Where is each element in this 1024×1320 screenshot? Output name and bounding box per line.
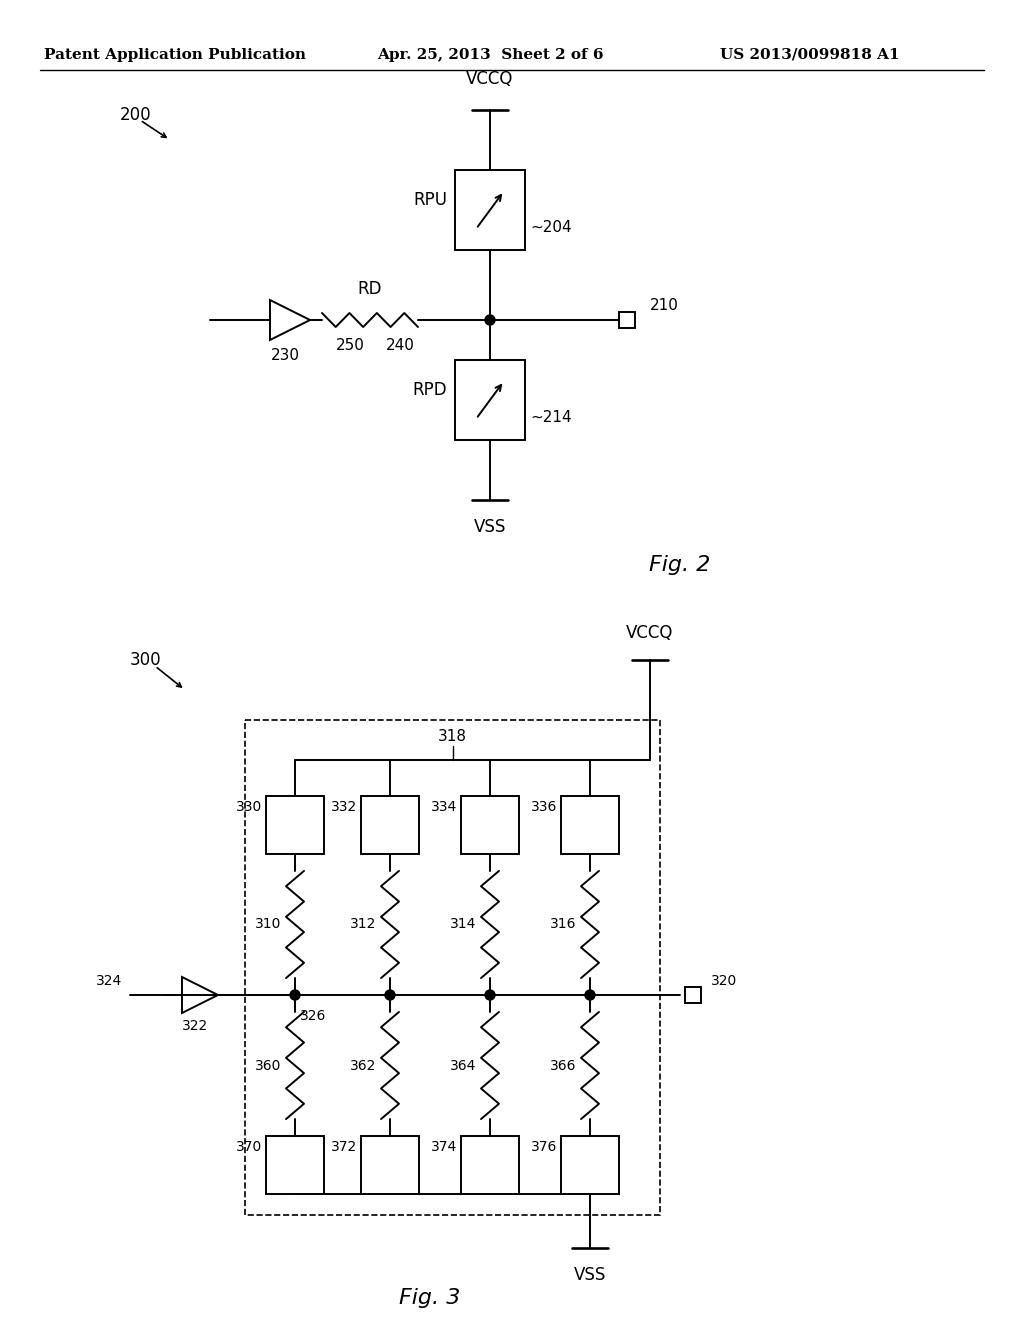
Text: 372: 372 <box>331 1140 357 1154</box>
Text: ~204: ~204 <box>530 220 571 235</box>
Text: 334: 334 <box>431 800 457 814</box>
Text: 322: 322 <box>182 1019 208 1034</box>
Text: 314: 314 <box>450 917 476 932</box>
Text: 240: 240 <box>386 338 415 352</box>
Bar <box>561 796 618 854</box>
Bar <box>461 1137 519 1195</box>
Bar <box>685 987 701 1003</box>
Text: 366: 366 <box>550 1059 575 1072</box>
Circle shape <box>485 315 495 325</box>
Text: 332: 332 <box>331 800 357 814</box>
Circle shape <box>385 990 395 1001</box>
Text: 374: 374 <box>431 1140 457 1154</box>
Circle shape <box>290 990 300 1001</box>
Text: VCCQ: VCCQ <box>627 624 674 642</box>
Text: 360: 360 <box>255 1059 281 1072</box>
Bar <box>361 1137 419 1195</box>
Bar <box>461 796 519 854</box>
Text: 318: 318 <box>438 729 467 744</box>
Text: 300: 300 <box>130 651 162 669</box>
Circle shape <box>585 990 595 1001</box>
Text: Apr. 25, 2013  Sheet 2 of 6: Apr. 25, 2013 Sheet 2 of 6 <box>377 48 603 62</box>
Text: RPD: RPD <box>413 381 447 399</box>
Text: 376: 376 <box>530 1140 557 1154</box>
Text: 210: 210 <box>650 298 679 314</box>
Text: VSS: VSS <box>573 1266 606 1284</box>
Bar <box>455 170 525 249</box>
Text: 310: 310 <box>255 917 281 932</box>
Text: 200: 200 <box>120 106 152 124</box>
Bar <box>245 719 660 1214</box>
Text: RD: RD <box>357 280 382 298</box>
Bar <box>266 796 324 854</box>
Text: 320: 320 <box>711 974 737 987</box>
Text: Patent Application Publication: Patent Application Publication <box>44 48 306 62</box>
Text: ~214: ~214 <box>530 411 571 425</box>
Bar <box>361 796 419 854</box>
Text: VSS: VSS <box>474 517 506 536</box>
Bar <box>266 1137 324 1195</box>
Bar <box>618 312 635 327</box>
Text: 362: 362 <box>349 1059 376 1072</box>
Text: 330: 330 <box>236 800 262 814</box>
Text: 336: 336 <box>530 800 557 814</box>
Text: 364: 364 <box>450 1059 476 1072</box>
Circle shape <box>485 990 495 1001</box>
Text: Fig. 3: Fig. 3 <box>399 1288 461 1308</box>
Text: VCCQ: VCCQ <box>466 70 514 88</box>
Text: 312: 312 <box>349 917 376 932</box>
Text: 324: 324 <box>96 974 122 987</box>
Bar <box>561 1137 618 1195</box>
Text: US 2013/0099818 A1: US 2013/0099818 A1 <box>720 48 900 62</box>
Bar <box>455 360 525 440</box>
Text: RPU: RPU <box>413 191 447 209</box>
Text: 250: 250 <box>336 338 365 352</box>
Text: 230: 230 <box>270 348 299 363</box>
Text: 326: 326 <box>300 1008 327 1023</box>
Text: 316: 316 <box>550 917 575 932</box>
Text: 370: 370 <box>236 1140 262 1154</box>
Text: Fig. 2: Fig. 2 <box>649 554 711 576</box>
